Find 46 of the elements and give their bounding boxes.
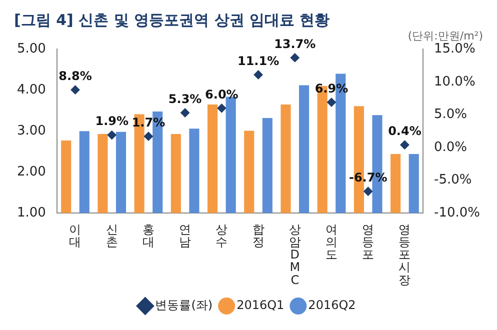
y2-tick-label: -10.0%: [434, 205, 480, 220]
chart-subtitle: (단위:만원/m²): [408, 29, 483, 42]
data-label: -6.7%: [348, 170, 388, 185]
y2-tick-label: 0.0%: [434, 140, 468, 155]
data-label: 5.3%: [168, 92, 202, 106]
point: [364, 186, 373, 196]
x-tick-label: 이대: [69, 222, 82, 250]
x-tick-label: 상암 DMC: [288, 222, 301, 287]
data-label: 6.0%: [205, 87, 238, 102]
x-tick-label: 상수: [216, 222, 228, 250]
y2-tick-label: 10.0%: [434, 74, 476, 90]
y2-tick-label: 5.0%: [434, 107, 468, 122]
point: [70, 85, 80, 94]
legend-label: 2016Q1: [236, 298, 284, 312]
data-label: 0.4%: [388, 124, 422, 138]
point: [107, 130, 116, 140]
y2-tick-label: -5.0%: [434, 172, 472, 188]
data-label: 1.9%: [95, 114, 128, 128]
legend-label: 2016Q2: [308, 298, 356, 312]
data-label: 13.7%: [274, 36, 316, 51]
data-label: 6.9%: [314, 81, 348, 96]
x-tick-label: 연남: [179, 222, 192, 250]
y-tick-label: 4.00: [16, 82, 46, 98]
point: [400, 140, 410, 150]
y-tick-label: 2.00: [16, 164, 46, 180]
data-label: 11.1%: [237, 54, 280, 68]
x-tick-label: 합정: [252, 222, 264, 250]
legend-label: 변동률(좌): [155, 298, 213, 312]
point: [290, 53, 300, 62]
y-tick-label: 5.00: [16, 42, 46, 57]
point: [326, 98, 336, 107]
point: [180, 108, 190, 118]
x-tick-label: 여의도: [325, 222, 338, 262]
chart-title: [그림 4] 신촌 및 영등포권역 상권 임대료 현황: [14, 10, 330, 29]
y-tick-label: 3.00: [16, 123, 46, 138]
point: [144, 132, 153, 141]
data-label: 1.7%: [132, 115, 166, 130]
point: [254, 70, 263, 80]
y2-tick-label: 15.0%: [434, 42, 476, 57]
point: [217, 104, 226, 113]
x-tick-label: 신촌: [106, 222, 118, 250]
x-tick-label: 영등포시장: [398, 222, 411, 287]
x-tick-label: 영등포: [362, 222, 374, 262]
x-tick-label: 홍대: [142, 222, 154, 250]
y-tick-label: 1.00: [16, 205, 46, 220]
data-label: 8.8%: [58, 68, 92, 83]
